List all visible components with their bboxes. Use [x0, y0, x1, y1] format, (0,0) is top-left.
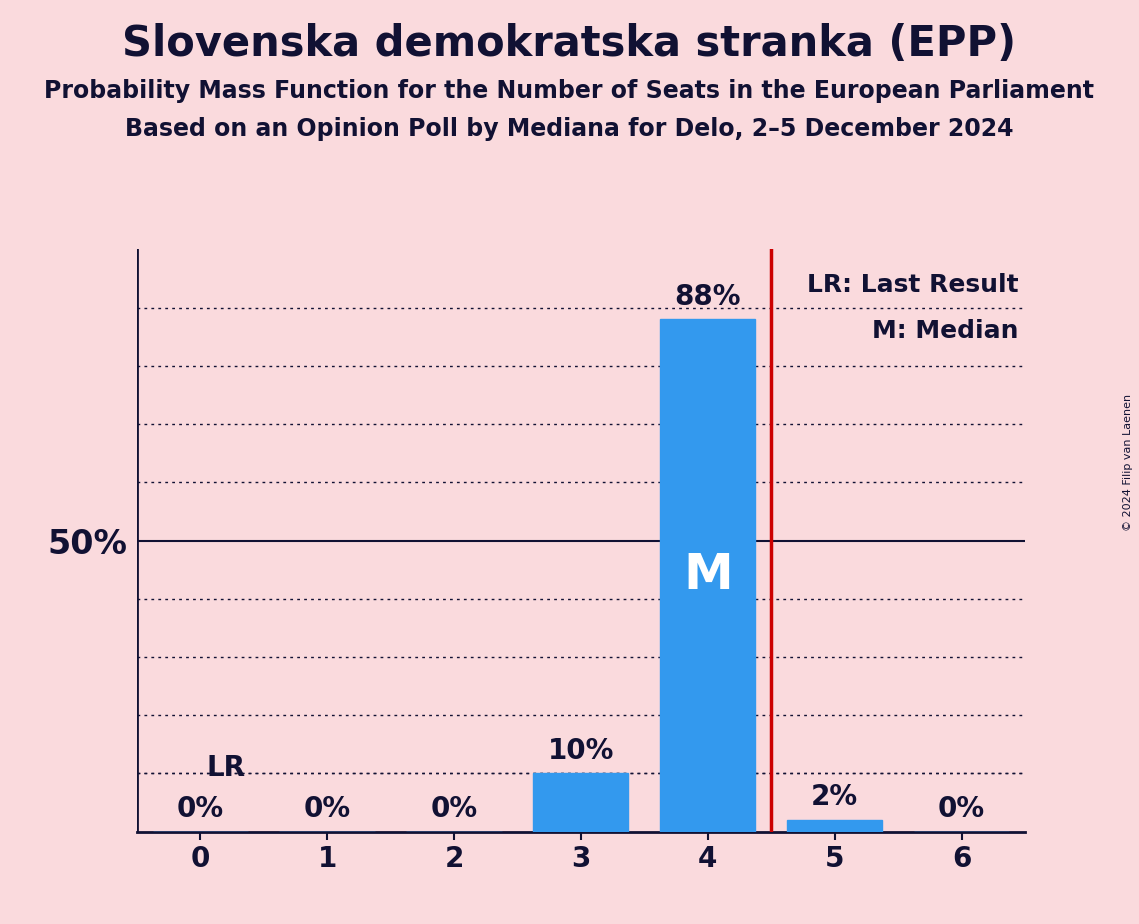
Bar [661, 320, 755, 832]
Text: 0%: 0% [939, 795, 985, 823]
Text: Based on an Opinion Poll by Mediana for Delo, 2–5 December 2024: Based on an Opinion Poll by Mediana for … [125, 117, 1014, 141]
Text: M: M [683, 552, 732, 600]
Bar [787, 820, 883, 832]
Text: 0%: 0% [303, 795, 351, 823]
Text: Slovenska demokratska stranka (EPP): Slovenska demokratska stranka (EPP) [122, 23, 1017, 65]
Text: © 2024 Filip van Laenen: © 2024 Filip van Laenen [1123, 394, 1133, 530]
Text: 0%: 0% [177, 795, 223, 823]
Text: M: Median: M: Median [872, 320, 1018, 344]
Text: 10%: 10% [548, 736, 614, 765]
Text: LR: LR [206, 754, 246, 782]
Text: Probability Mass Function for the Number of Seats in the European Parliament: Probability Mass Function for the Number… [44, 79, 1095, 103]
Bar [533, 773, 629, 832]
Text: 0%: 0% [431, 795, 477, 823]
Text: LR: Last Result: LR: Last Result [808, 273, 1018, 297]
Text: 88%: 88% [674, 283, 741, 310]
Text: 2%: 2% [811, 784, 859, 811]
